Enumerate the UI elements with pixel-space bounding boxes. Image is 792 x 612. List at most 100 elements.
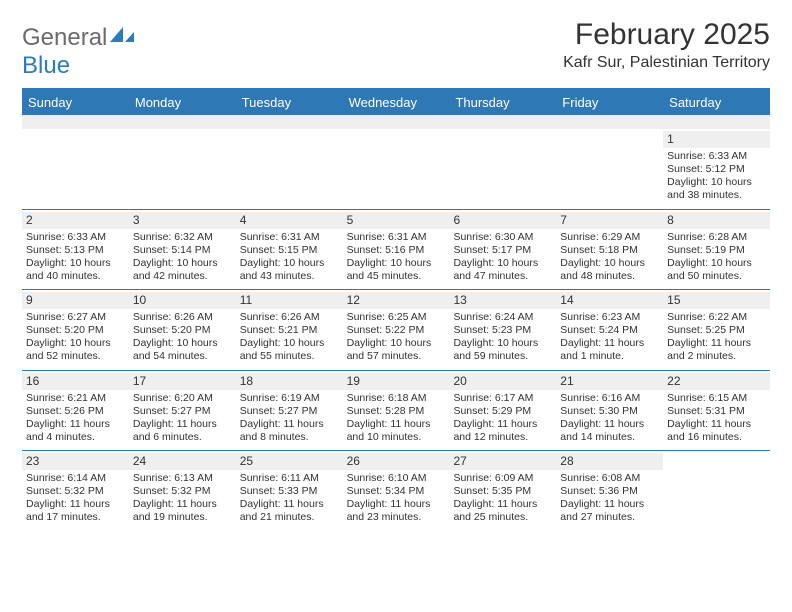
- sunrise-text: Sunrise: 6:20 AM: [133, 392, 232, 405]
- daylight-text: Daylight: 11 hours and 8 minutes.: [240, 418, 339, 444]
- day-cell: 13Sunrise: 6:24 AMSunset: 5:23 PMDayligh…: [449, 290, 556, 370]
- day-number: 2: [22, 212, 129, 229]
- sunset-text: Sunset: 5:26 PM: [26, 405, 125, 418]
- day-cell: 4Sunrise: 6:31 AMSunset: 5:15 PMDaylight…: [236, 210, 343, 290]
- day-cell: 20Sunrise: 6:17 AMSunset: 5:29 PMDayligh…: [449, 371, 556, 451]
- sunset-text: Sunset: 5:15 PM: [240, 244, 339, 257]
- day-number: 8: [663, 212, 770, 229]
- sunrise-text: Sunrise: 6:16 AM: [560, 392, 659, 405]
- day-cell: [129, 129, 236, 209]
- logo-text-general: General: [22, 24, 107, 51]
- day-cell: 21Sunrise: 6:16 AMSunset: 5:30 PMDayligh…: [556, 371, 663, 451]
- sunrise-text: Sunrise: 6:14 AM: [26, 472, 125, 485]
- day-cell: 26Sunrise: 6:10 AMSunset: 5:34 PMDayligh…: [343, 451, 450, 531]
- daylight-text: Daylight: 11 hours and 1 minute.: [560, 337, 659, 363]
- weekday-header: Monday: [129, 90, 236, 115]
- sunset-text: Sunset: 5:35 PM: [453, 485, 552, 498]
- daylight-text: Daylight: 11 hours and 2 minutes.: [667, 337, 766, 363]
- day-number: 27: [449, 453, 556, 470]
- day-number: 9: [22, 292, 129, 309]
- daylight-text: Daylight: 10 hours and 40 minutes.: [26, 257, 125, 283]
- daylight-text: Daylight: 10 hours and 59 minutes.: [453, 337, 552, 363]
- day-cell: 25Sunrise: 6:11 AMSunset: 5:33 PMDayligh…: [236, 451, 343, 531]
- daylight-text: Daylight: 10 hours and 52 minutes.: [26, 337, 125, 363]
- sunrise-text: Sunrise: 6:15 AM: [667, 392, 766, 405]
- sunrise-text: Sunrise: 6:22 AM: [667, 311, 766, 324]
- logo-sail-icon: [109, 26, 135, 49]
- daylight-text: Daylight: 11 hours and 4 minutes.: [26, 418, 125, 444]
- weekday-header: Tuesday: [236, 90, 343, 115]
- day-cell: 15Sunrise: 6:22 AMSunset: 5:25 PMDayligh…: [663, 290, 770, 370]
- calendar-grid: 1Sunrise: 6:33 AMSunset: 5:12 PMDaylight…: [22, 129, 770, 531]
- day-cell: [343, 129, 450, 209]
- sunset-text: Sunset: 5:27 PM: [240, 405, 339, 418]
- sunrise-text: Sunrise: 6:33 AM: [26, 231, 125, 244]
- day-cell: 24Sunrise: 6:13 AMSunset: 5:32 PMDayligh…: [129, 451, 236, 531]
- logo-text-blue: Blue: [22, 52, 70, 79]
- day-cell: [556, 129, 663, 209]
- sunset-text: Sunset: 5:32 PM: [26, 485, 125, 498]
- daylight-text: Daylight: 11 hours and 14 minutes.: [560, 418, 659, 444]
- weekday-header: Sunday: [22, 90, 129, 115]
- day-cell: 16Sunrise: 6:21 AMSunset: 5:26 PMDayligh…: [22, 371, 129, 451]
- day-number: 28: [556, 453, 663, 470]
- sunrise-text: Sunrise: 6:28 AM: [667, 231, 766, 244]
- sunset-text: Sunset: 5:20 PM: [133, 324, 232, 337]
- sunset-text: Sunset: 5:28 PM: [347, 405, 446, 418]
- day-cell: 3Sunrise: 6:32 AMSunset: 5:14 PMDaylight…: [129, 210, 236, 290]
- daylight-text: Daylight: 11 hours and 27 minutes.: [560, 498, 659, 524]
- week-row: 9Sunrise: 6:27 AMSunset: 5:20 PMDaylight…: [22, 289, 770, 370]
- sunset-text: Sunset: 5:20 PM: [26, 324, 125, 337]
- sunset-text: Sunset: 5:18 PM: [560, 244, 659, 257]
- daylight-text: Daylight: 11 hours and 17 minutes.: [26, 498, 125, 524]
- day-cell: [449, 129, 556, 209]
- sunset-text: Sunset: 5:32 PM: [133, 485, 232, 498]
- location-text: Kafr Sur, Palestinian Territory: [563, 54, 770, 72]
- sunset-text: Sunset: 5:13 PM: [26, 244, 125, 257]
- daylight-text: Daylight: 11 hours and 21 minutes.: [240, 498, 339, 524]
- sunrise-text: Sunrise: 6:08 AM: [560, 472, 659, 485]
- day-cell: 11Sunrise: 6:26 AMSunset: 5:21 PMDayligh…: [236, 290, 343, 370]
- sunrise-text: Sunrise: 6:26 AM: [133, 311, 232, 324]
- day-number: 4: [236, 212, 343, 229]
- daylight-text: Daylight: 10 hours and 43 minutes.: [240, 257, 339, 283]
- day-cell: 18Sunrise: 6:19 AMSunset: 5:27 PMDayligh…: [236, 371, 343, 451]
- day-number: 1: [663, 131, 770, 148]
- logo: General Blue: [22, 18, 135, 80]
- week-row: 2Sunrise: 6:33 AMSunset: 5:13 PMDaylight…: [22, 209, 770, 290]
- sunrise-text: Sunrise: 6:18 AM: [347, 392, 446, 405]
- sunset-text: Sunset: 5:12 PM: [667, 163, 766, 176]
- day-cell: 22Sunrise: 6:15 AMSunset: 5:31 PMDayligh…: [663, 371, 770, 451]
- day-cell: 23Sunrise: 6:14 AMSunset: 5:32 PMDayligh…: [22, 451, 129, 531]
- sunset-text: Sunset: 5:14 PM: [133, 244, 232, 257]
- daylight-text: Daylight: 10 hours and 38 minutes.: [667, 176, 766, 202]
- daylight-text: Daylight: 10 hours and 47 minutes.: [453, 257, 552, 283]
- sunrise-text: Sunrise: 6:13 AM: [133, 472, 232, 485]
- sunset-text: Sunset: 5:21 PM: [240, 324, 339, 337]
- sunrise-text: Sunrise: 6:30 AM: [453, 231, 552, 244]
- daylight-text: Daylight: 10 hours and 45 minutes.: [347, 257, 446, 283]
- sunrise-text: Sunrise: 6:24 AM: [453, 311, 552, 324]
- day-number: 7: [556, 212, 663, 229]
- sunrise-text: Sunrise: 6:27 AM: [26, 311, 125, 324]
- sunrise-text: Sunrise: 6:29 AM: [560, 231, 659, 244]
- day-cell: [663, 451, 770, 531]
- week-row: 16Sunrise: 6:21 AMSunset: 5:26 PMDayligh…: [22, 370, 770, 451]
- day-cell: 6Sunrise: 6:30 AMSunset: 5:17 PMDaylight…: [449, 210, 556, 290]
- day-number: 10: [129, 292, 236, 309]
- day-cell: 28Sunrise: 6:08 AMSunset: 5:36 PMDayligh…: [556, 451, 663, 531]
- sunrise-text: Sunrise: 6:21 AM: [26, 392, 125, 405]
- daylight-text: Daylight: 11 hours and 6 minutes.: [133, 418, 232, 444]
- sunset-text: Sunset: 5:31 PM: [667, 405, 766, 418]
- day-cell: 1Sunrise: 6:33 AMSunset: 5:12 PMDaylight…: [663, 129, 770, 209]
- sunrise-text: Sunrise: 6:23 AM: [560, 311, 659, 324]
- daylight-text: Daylight: 10 hours and 55 minutes.: [240, 337, 339, 363]
- daylight-text: Daylight: 11 hours and 16 minutes.: [667, 418, 766, 444]
- title-block: February 2025 Kafr Sur, Palestinian Terr…: [563, 18, 770, 72]
- daylight-text: Daylight: 11 hours and 12 minutes.: [453, 418, 552, 444]
- day-number: 26: [343, 453, 450, 470]
- sunset-text: Sunset: 5:17 PM: [453, 244, 552, 257]
- weekday-header: Thursday: [449, 90, 556, 115]
- weekday-header: Wednesday: [343, 90, 450, 115]
- day-cell: [236, 129, 343, 209]
